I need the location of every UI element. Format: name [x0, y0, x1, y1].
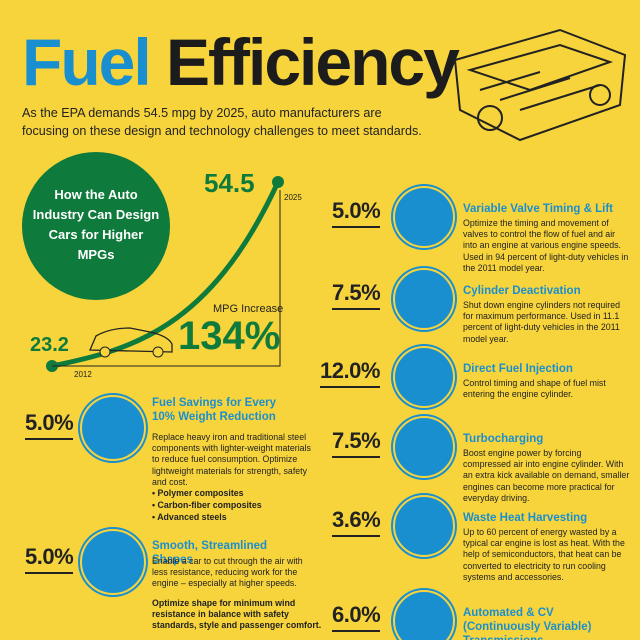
percent: 12.0%: [320, 358, 380, 388]
end-year: 2025: [284, 193, 302, 202]
icon-circle: [393, 590, 455, 640]
item-text: Enable a car to cut through the air with…: [152, 556, 303, 589]
car-wheel: [152, 346, 164, 358]
car-wheel: [99, 346, 111, 358]
item-title: Variable Valve Timing & Lift: [463, 203, 613, 215]
start-year: 2012: [74, 370, 92, 379]
title: Fuel Efficiency: [22, 22, 460, 102]
start-value: 23.2: [30, 334, 69, 356]
bullet: • Carbon-fiber composites: [152, 500, 262, 510]
chart-frame: [52, 190, 281, 367]
item-text: Boost engine power by forcing compressed…: [463, 448, 630, 503]
chart-heading: How the Auto Industry Can Design Cars fo…: [32, 187, 160, 262]
increase: 134%: [178, 314, 281, 358]
bullet: • Polymer composites: [152, 488, 244, 498]
icon-circle: [393, 268, 455, 330]
item-text: Control timing and shape of fuel mist en…: [463, 378, 606, 400]
end-dot: [272, 176, 284, 188]
item-text: Shut down engine cylinders not required …: [463, 300, 620, 344]
percent: 6.0%: [332, 602, 381, 632]
percent: 5.0%: [25, 544, 74, 574]
item-note: Optimize shape for minimum wind resistan…: [152, 598, 322, 631]
item-text: Up to 60 percent of energy wasted by a t…: [463, 527, 625, 582]
item-title: Smooth, Streamlined Shapes: [152, 540, 268, 566]
icon-circle: [393, 346, 455, 408]
icon-circle: [393, 186, 455, 248]
item-title: Waste Heat Harvesting: [463, 512, 588, 524]
mpg-curve: [51, 180, 281, 369]
item-title: Direct Fuel Injection: [463, 363, 573, 375]
percent: 3.6%: [332, 507, 381, 537]
icon-circle: [80, 395, 146, 461]
car-outline: [89, 327, 173, 353]
item-title: Turbocharging: [463, 433, 544, 445]
heading-circle: [22, 152, 170, 300]
item-text: Optimize the timing and movement of valv…: [463, 218, 629, 273]
percent: 5.0%: [332, 198, 381, 228]
bullet: • Advanced steels: [152, 512, 227, 522]
percent: 7.5%: [332, 428, 381, 458]
item-text: Replace heavy iron and traditional steel…: [152, 432, 311, 487]
icon-circle: [80, 529, 146, 595]
percent: 7.5%: [332, 280, 381, 310]
item-title: Automated & CV (Continuously Variable) T…: [463, 607, 592, 640]
end-value: 54.5: [204, 168, 255, 198]
engine-drawing: [453, 28, 627, 142]
icon-circle: [393, 495, 455, 557]
intro: As the EPA demands 54.5 mpg by 2025, aut…: [22, 106, 422, 138]
percent: 5.0%: [25, 410, 74, 440]
title-efficiency: Efficiency: [166, 25, 460, 99]
item-title: Cylinder Deactivation: [463, 285, 581, 297]
item-title: Fuel Savings for Every 10% Weight Reduct…: [152, 397, 276, 423]
icon-circle: [393, 416, 455, 478]
title-fuel: Fuel: [22, 25, 152, 99]
increase-label: MPG Increase: [213, 303, 284, 315]
